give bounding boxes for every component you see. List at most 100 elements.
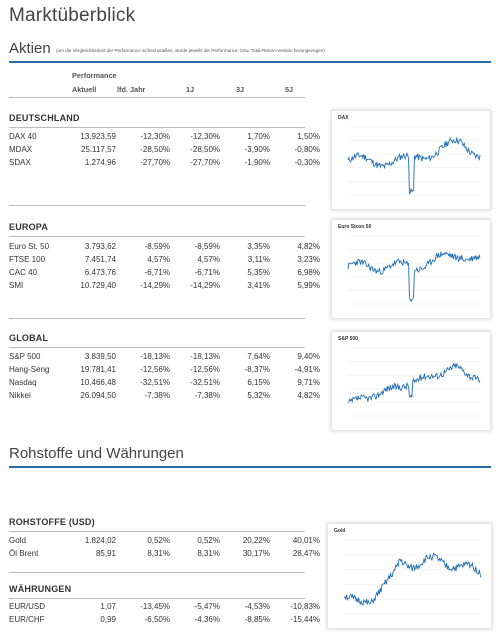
table-row: CAC 40 6.473,76 -6,71% -6,71% 5,35% 6,98% [0,266,320,279]
cell-y5: -15,44% [290,615,320,624]
cell-y1: 4,57% [197,255,220,264]
cell-y3: -8,37% [244,365,270,374]
group-bottom-rule [9,318,305,319]
table-row: Gold 1.824,02 0,52% 0,52% 20,22% 40,01% [0,534,320,547]
group-bottom-rule [9,572,305,573]
chart-series-line [347,251,481,303]
group-title: ROHSTOFFE (USD) [9,517,95,527]
cell-lfd: -28,50% [140,145,170,154]
group-bottom-rule [9,205,305,206]
cell-y5: -0,30% [294,158,320,167]
chart-gold-title: Gold [334,528,346,534]
cell-y5: 3,23% [297,255,320,264]
chart-eurostoxx-title: Euro Stoxx 50 [338,224,372,230]
cell-name: CAC 40 [9,268,38,277]
cell-y5: 40,01% [292,536,320,545]
cell-y3: 3,41% [247,281,270,290]
cell-y3: 30,17% [242,549,270,558]
chart-dax-plot [347,126,481,196]
table-row: EUR/CHF 0,99 -6,50% -4,36% -8,85% -15,44% [0,613,320,626]
cell-y5: 28,47% [292,549,320,558]
cell-lfd: 0,52% [147,536,170,545]
table-row: Euro St. 50 3.793,62 -8,59% -8,59% 3,35% 4,82… [0,240,320,253]
cell-y1: -12,56% [190,365,220,374]
header-1j: 1J [186,85,195,94]
cell-aktuell: 19.781,41 [80,365,116,374]
table-row: Öl Brent 85,91 8,31% 8,31% 30,17% 28,47% [0,547,320,560]
cell-y5: 4,82% [297,242,320,251]
chart-series-line [343,552,482,606]
group-title: WÄHRUNGEN [9,584,72,594]
chart-sp500: S&P 500 [331,331,491,431]
group-title: DEUTSCHLAND [9,113,80,123]
cell-lfd: 8,31% [147,549,170,558]
cell-lfd: -18,13% [140,352,170,361]
cell-y1: -6,71% [194,268,220,277]
aktien-title: Aktien [9,40,51,57]
aktien-rule [9,61,491,63]
cell-lfd: -12,30% [140,132,170,141]
cell-lfd: -14,29% [140,281,170,290]
cell-y1: -14,29% [190,281,220,290]
cell-y5: -4,91% [294,365,320,374]
cell-aktuell: 1.274,96 [84,158,116,167]
chart-sp500-title: S&P 500 [338,336,358,342]
cell-aktuell: 25.117,57 [81,145,116,154]
chart-gold-plot [343,539,482,615]
aktien-note: (um die Vergleichbarkeit der Performance… [56,48,325,53]
cell-y1: 0,52% [197,536,220,545]
cell-name: Öl Brent [9,549,39,558]
cell-lfd: 4,57% [147,255,170,264]
chart-gold: Gold [327,523,492,629]
cell-aktuell: 7.451,74 [84,255,116,264]
cell-y1: -5,47% [194,602,220,611]
chart-dax-title: DAX [338,115,349,121]
cell-y3: 5,32% [247,391,270,400]
table-row: Nasdaq 10.466,48 -32,51% -32,51% 6,15% 9,71% [0,376,320,389]
table-row: FTSE 100 7.451,74 4,57% 4,57% 3,11% 3,23% [0,253,320,266]
cell-y5: -10,83% [290,602,320,611]
cell-aktuell: 13.923,59 [80,132,116,141]
cell-y1: -27,70% [190,158,220,167]
cell-y3: 7,64% [247,352,270,361]
cell-name: EUR/USD [9,602,46,611]
cell-name: Gold [9,536,26,545]
cell-aktuell: 3.793,62 [84,242,116,251]
group-title-rule [9,531,305,532]
cell-y1: -12,30% [190,132,220,141]
rohstoffe-section-title: Rohstoffe und Währungen [9,445,184,462]
chart-eurostoxx-plot [347,235,481,305]
chart-dax: DAX [331,110,491,210]
cell-name: Euro St. 50 [9,242,50,251]
table-row: DAX 40 13.923,59 -12,30% -12,30% 1,70% 1,50% [0,130,320,143]
cell-name: MDAX [9,145,33,154]
cell-y3: -1,90% [244,158,270,167]
cell-y3: 3,11% [247,255,270,264]
header-lfd-jahr: lfd. Jahr [117,85,146,94]
table-row: S&P 500 3.839,50 -18,13% -18,13% 7,64% 9,40% [0,350,320,363]
cell-aktuell: 26.094,50 [80,391,116,400]
cell-name: DAX 40 [9,132,37,141]
cell-lfd: -6,50% [144,615,170,624]
cell-name: Nasdaq [9,378,37,387]
chart-series-line [347,137,481,195]
cell-y3: 3,35% [247,242,270,251]
cell-y3: -8,85% [244,615,270,624]
chart-sp500-plot [347,347,481,417]
cell-name: Hang-Seng [9,365,50,374]
cell-name: FTSE 100 [9,255,46,264]
cell-aktuell: 85,91 [95,549,116,558]
cell-y5: 5,99% [297,281,320,290]
group-title: EUROPA [9,222,49,232]
header-3j: 3J [236,85,245,94]
cell-lfd: -32,51% [140,378,170,387]
header-rule [9,97,305,98]
cell-y3: 1,70% [247,132,270,141]
header-performance: Performance [72,71,117,80]
cell-y5: 1,50% [297,132,320,141]
cell-y1: -7,38% [194,391,220,400]
cell-y1: 8,31% [197,549,220,558]
cell-aktuell: 6.473,76 [84,268,116,277]
cell-y3: 5,35% [247,268,270,277]
cell-aktuell: 10.466,48 [80,378,116,387]
